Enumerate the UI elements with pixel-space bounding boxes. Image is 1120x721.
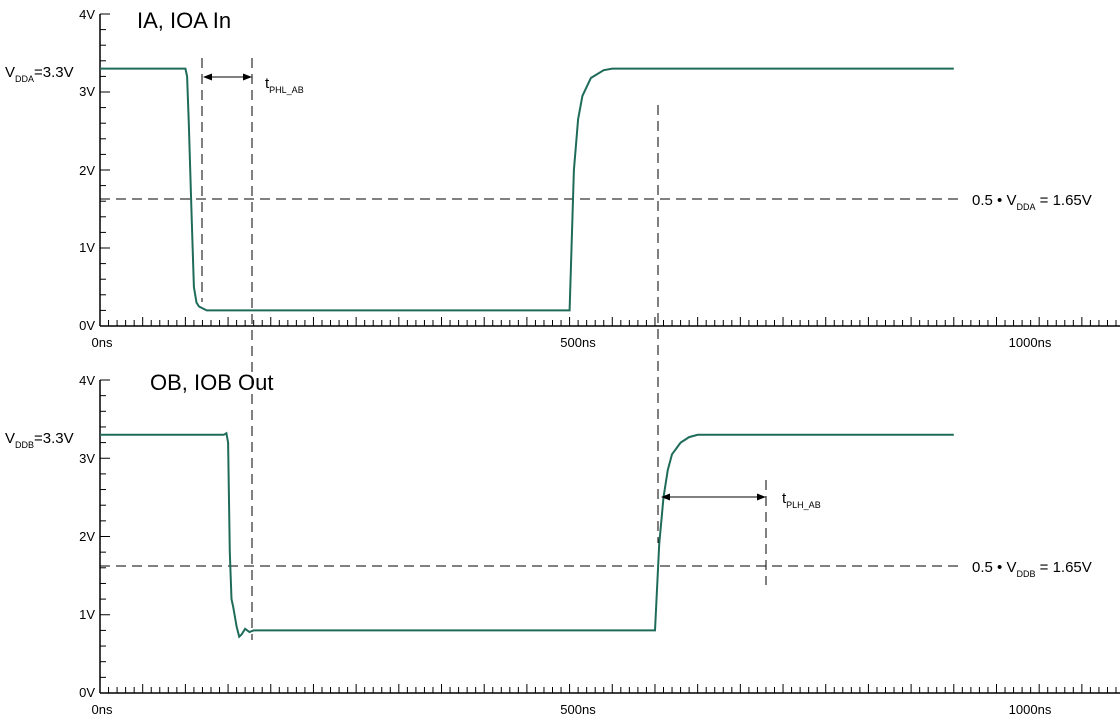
panel-title: OB, IOB Out xyxy=(150,370,273,395)
y-minor-ticks xyxy=(100,379,110,694)
panel-output: 0V 1V 2V 3V 4V 0ns 500ns 1000ns OB, IOB … xyxy=(5,370,1120,717)
series-line xyxy=(100,431,954,639)
vdd-label-rest: =3.3V xyxy=(34,64,74,81)
delay-label-main: t xyxy=(265,75,270,92)
arrow-head-right xyxy=(243,73,252,81)
delay-label-phl: tPHL_AB xyxy=(265,75,304,95)
vdd-label: VDDB=3.3V xyxy=(5,430,74,450)
vdd-label-rest: =3.3V xyxy=(34,430,74,447)
half-vdd-rest: = 1.65V xyxy=(1035,559,1091,576)
x-tick-label: 1000ns xyxy=(1009,335,1052,350)
x-tick-label: 500ns xyxy=(560,335,596,350)
x-tick-label: 1000ns xyxy=(1009,702,1052,717)
arrow-head-left xyxy=(661,493,670,501)
vdd-label-main: V xyxy=(5,430,15,447)
vdd-label: VDDA=3.3V xyxy=(5,64,74,84)
half-vdd-sub: DDA xyxy=(1016,202,1035,212)
half-vdd-lead: 0.5 • V xyxy=(972,192,1016,209)
x-minor-ticks xyxy=(99,317,1117,326)
half-vdd-label: 0.5 • VDDA = 1.65V xyxy=(972,192,1092,212)
delay-label-main: t xyxy=(782,490,787,507)
y-tick-label: 0V xyxy=(79,318,95,333)
y-minor-ticks xyxy=(100,13,110,327)
half-vdd-label: 0.5 • VDDB = 1.65V xyxy=(972,559,1092,579)
y-tick-label: 4V xyxy=(79,373,95,388)
x-tick-label: 0ns xyxy=(92,335,113,350)
vdd-label-sub: DDB xyxy=(15,440,34,450)
arrow-head-left xyxy=(203,73,212,81)
half-vdd-lead: 0.5 • V xyxy=(972,559,1016,576)
arrow-head-right xyxy=(757,493,766,501)
x-tick-label: 500ns xyxy=(560,702,596,717)
delay-label-sub: PHL_AB xyxy=(269,85,304,95)
delay-label-sub: PLH_AB xyxy=(786,500,821,510)
half-vdd-sub: DDB xyxy=(1016,569,1035,579)
y-tick-label: 3V xyxy=(79,451,95,466)
y-tick-label: 4V xyxy=(79,7,95,22)
crossing-markers xyxy=(201,58,767,640)
y-tick-label: 1V xyxy=(79,607,95,622)
panel-input: 0V 1V 2V 3V 4V 0ns 500ns 1000ns IA, IOA … xyxy=(5,7,1120,350)
y-tick-label: 2V xyxy=(79,163,95,178)
y-tick-label: 1V xyxy=(79,240,95,255)
half-vdd-rest: = 1.65V xyxy=(1035,192,1091,209)
vdd-label-sub: DDA xyxy=(15,74,34,84)
series-line xyxy=(100,67,954,312)
vdd-label-main: V xyxy=(5,64,15,81)
y-tick-label: 3V xyxy=(79,84,95,99)
x-tick-label: 0ns xyxy=(92,702,113,717)
x-minor-ticks xyxy=(99,684,1117,693)
delay-label-plh: tPLH_AB xyxy=(782,490,821,510)
y-tick-label: 2V xyxy=(79,529,95,544)
panel-title: IA, IOA In xyxy=(137,8,231,33)
y-tick-label: 0V xyxy=(79,685,95,700)
